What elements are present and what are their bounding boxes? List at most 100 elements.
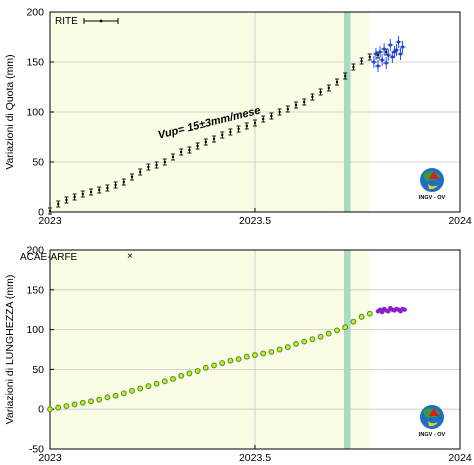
data-point <box>114 183 117 187</box>
highlight-band <box>343 12 351 212</box>
data-point <box>63 403 70 409</box>
data-point <box>153 380 160 387</box>
logo-accent <box>428 421 438 427</box>
data-point <box>89 190 93 194</box>
data-point <box>81 192 85 196</box>
data-point <box>196 144 199 148</box>
series-acae-arfe <box>47 310 373 413</box>
y-tick-label: 100 <box>26 324 44 336</box>
x-tick-label: 2023 <box>38 215 62 227</box>
data-point <box>380 58 384 62</box>
data-point <box>401 45 405 49</box>
data-point <box>402 307 407 312</box>
data-point <box>122 180 126 184</box>
data-point <box>384 61 388 65</box>
data-point <box>335 80 339 84</box>
data-point <box>155 163 158 167</box>
data-point <box>390 55 394 59</box>
data-point <box>147 165 150 169</box>
data-point <box>98 188 101 192</box>
y-tick-label: 150 <box>26 284 44 296</box>
data-point <box>327 86 330 90</box>
data-point <box>245 124 248 128</box>
data-point <box>163 160 166 164</box>
data-point <box>202 364 209 371</box>
data-point <box>303 100 306 104</box>
data-point <box>170 376 176 382</box>
data-point <box>112 392 119 399</box>
x-tick-label: 2024 <box>448 452 472 464</box>
data-point <box>180 150 183 154</box>
data-point <box>219 360 226 366</box>
y-axis-label: Variazioni di LUNGHEZZA (mm) <box>4 275 16 425</box>
data-point <box>270 114 273 118</box>
legend: ACAE-ARFE × <box>20 251 133 263</box>
logo-text: INGV - OV <box>419 432 446 438</box>
data-point <box>88 398 94 405</box>
data-point <box>317 333 324 340</box>
data-point <box>293 340 299 347</box>
data-point <box>227 357 234 364</box>
data-point <box>376 64 380 68</box>
panel-lunghezza: 2023 2023.5 2024 -50 0 50 100 150 200 Variazioni … <box>4 245 472 465</box>
panel-quota: 2023 2023.5 2024 0 50 100 150 200 Variazioni di … <box>4 7 472 228</box>
data-point <box>79 399 86 406</box>
data-point <box>73 195 76 199</box>
data-point <box>104 394 111 401</box>
data-point <box>120 390 127 397</box>
y-tick-label: 200 <box>26 245 44 257</box>
legend-label: ACAE-ARFE <box>20 252 78 263</box>
data-point <box>129 387 135 394</box>
data-point <box>301 338 308 345</box>
data-point <box>188 148 191 152</box>
data-point <box>204 140 207 144</box>
data-point <box>385 50 388 54</box>
data-point <box>194 368 201 374</box>
series-rite <box>48 48 389 215</box>
y-axis-label: Variazioni di Quota (mm) <box>4 54 16 169</box>
data-point <box>342 324 349 331</box>
data-point <box>212 137 216 141</box>
data-point <box>374 52 378 56</box>
data-point <box>366 310 373 317</box>
logo-text: INGV - OV <box>419 195 446 201</box>
data-point <box>171 155 175 159</box>
series-extra-1 <box>375 305 407 315</box>
data-point <box>186 370 193 377</box>
data-point <box>96 396 103 403</box>
data-point <box>145 383 152 390</box>
data-point <box>398 52 403 56</box>
data-point <box>378 50 382 54</box>
data-point <box>106 186 109 190</box>
data-point <box>139 170 142 174</box>
data-point <box>350 318 357 325</box>
data-point <box>386 53 390 57</box>
y-tick-label: 100 <box>26 107 44 119</box>
data-point <box>284 344 291 351</box>
x-tick-label: 2023.5 <box>239 452 271 464</box>
x-tick-label: 2023 <box>38 452 62 464</box>
legend-label: RITE <box>55 16 78 27</box>
data-point <box>319 90 322 94</box>
data-point <box>311 95 314 99</box>
data-point <box>130 175 134 179</box>
data-point <box>372 60 376 64</box>
data-point <box>268 348 275 355</box>
data-point <box>394 48 399 52</box>
data-point <box>253 121 257 125</box>
logo-volcano <box>429 408 439 416</box>
legend-marker: × <box>127 251 133 262</box>
data-point <box>211 362 217 369</box>
data-point <box>243 353 250 360</box>
y-tick-label: 50 <box>32 364 44 376</box>
data-point <box>262 117 265 121</box>
data-point <box>57 202 60 206</box>
y-tick-label: 50 <box>32 157 44 169</box>
y-tick-label: 200 <box>26 7 44 19</box>
data-point <box>294 103 298 107</box>
logo-volcano <box>429 171 439 179</box>
data-point <box>55 404 62 411</box>
y-tick-label: 0 <box>38 404 44 416</box>
data-point <box>309 336 316 343</box>
data-point <box>325 330 332 337</box>
